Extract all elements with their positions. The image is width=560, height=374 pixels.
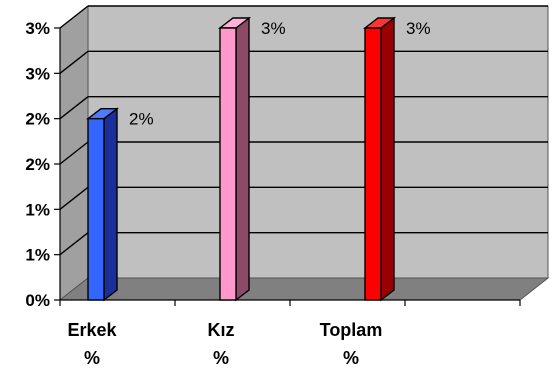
category-label: % <box>343 348 359 368</box>
data-label: 3% <box>261 19 286 38</box>
y-tick-label: 1% <box>25 200 50 219</box>
y-tick-labels: 0% 1% 1% 2% 2% 3% 3% <box>25 19 50 310</box>
gridline-side <box>59 96 89 120</box>
y-tick-label: 2% <box>25 155 50 174</box>
category-label: % <box>84 348 100 368</box>
data-label: 3% <box>406 19 431 38</box>
bars <box>85 16 397 302</box>
category-label: % <box>213 348 229 368</box>
data-labels: 2% 3% 3% <box>129 19 431 129</box>
floor <box>58 277 550 301</box>
gridline-side <box>59 186 89 210</box>
chart-walls <box>58 4 550 302</box>
category-label: Erkek <box>67 320 117 340</box>
bar <box>364 27 382 301</box>
gridline-side <box>59 232 89 256</box>
category-label: Kız <box>208 320 235 340</box>
y-tick-label: 1% <box>25 246 50 265</box>
bar-side <box>103 107 118 302</box>
category-label: Toplam <box>320 320 383 340</box>
category-labels: Erkek% Kız% Toplam% <box>67 320 382 368</box>
bar-side <box>380 16 395 302</box>
axes <box>54 27 521 306</box>
y-tick-label: 3% <box>25 19 50 38</box>
y-tick-label: 3% <box>25 64 50 83</box>
bar <box>87 117 105 301</box>
data-label: 2% <box>129 110 154 129</box>
gridlines <box>59 5 548 256</box>
bar-side <box>235 16 250 302</box>
gridline-side <box>59 50 89 74</box>
y-tick-label: 2% <box>25 110 50 129</box>
gridline-side <box>59 5 89 29</box>
gridline-side <box>59 141 89 165</box>
bar <box>219 27 237 301</box>
y-tick-label: 0% <box>25 291 50 310</box>
